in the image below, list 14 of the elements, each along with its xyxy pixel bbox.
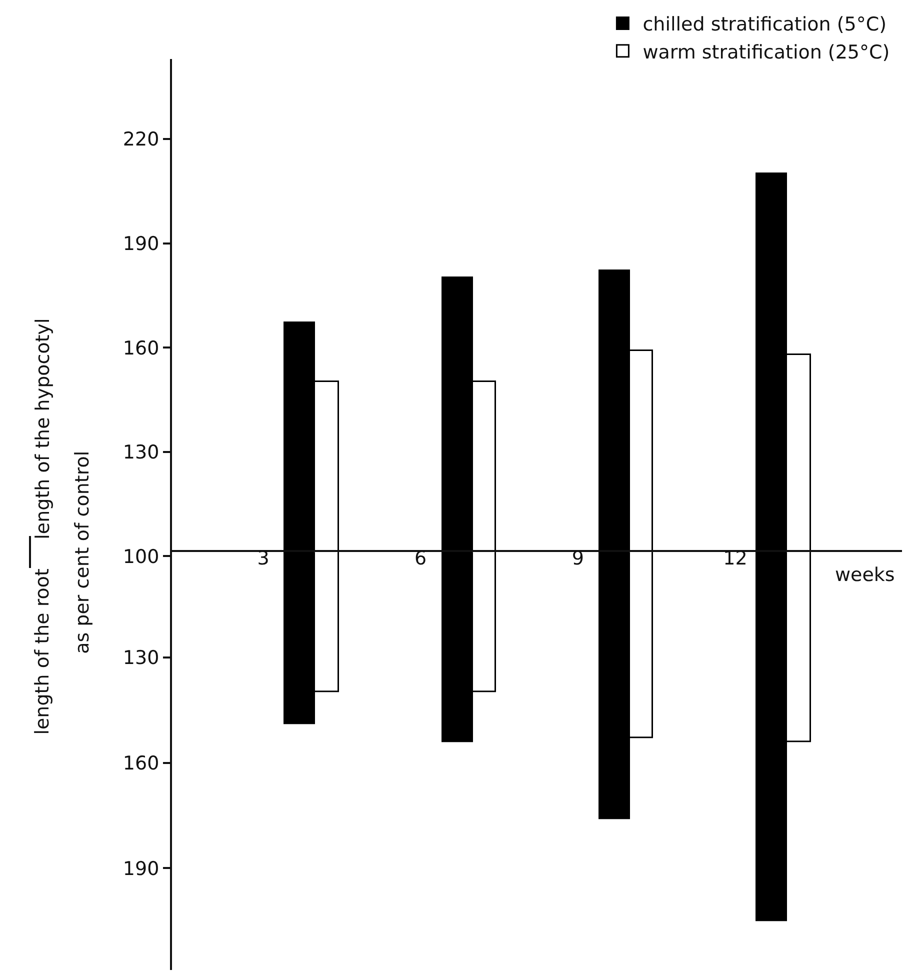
y-tick-label: 100 — [122, 546, 160, 568]
text: as per cent of control — [72, 450, 94, 654]
y-axis-title: length of the hypocotyl — [32, 318, 54, 540]
y-tick-label: 160 — [122, 337, 160, 360]
y-axis-title: length of the root — [32, 568, 54, 735]
y-tick-label: 190 — [122, 858, 160, 880]
y-tick-label: 220 — [122, 128, 160, 151]
y-tick-label: 160 — [122, 752, 160, 774]
legend-label: chilled stratification (5°C) — [642, 14, 887, 36]
y-tick-label: 130 — [122, 647, 160, 670]
y-tick-label: 190 — [122, 232, 160, 255]
legend-label: warm stratification (25°C) — [642, 41, 890, 64]
x-axis-title: weeks — [835, 564, 895, 586]
y-tick-label: 130 — [122, 442, 160, 464]
